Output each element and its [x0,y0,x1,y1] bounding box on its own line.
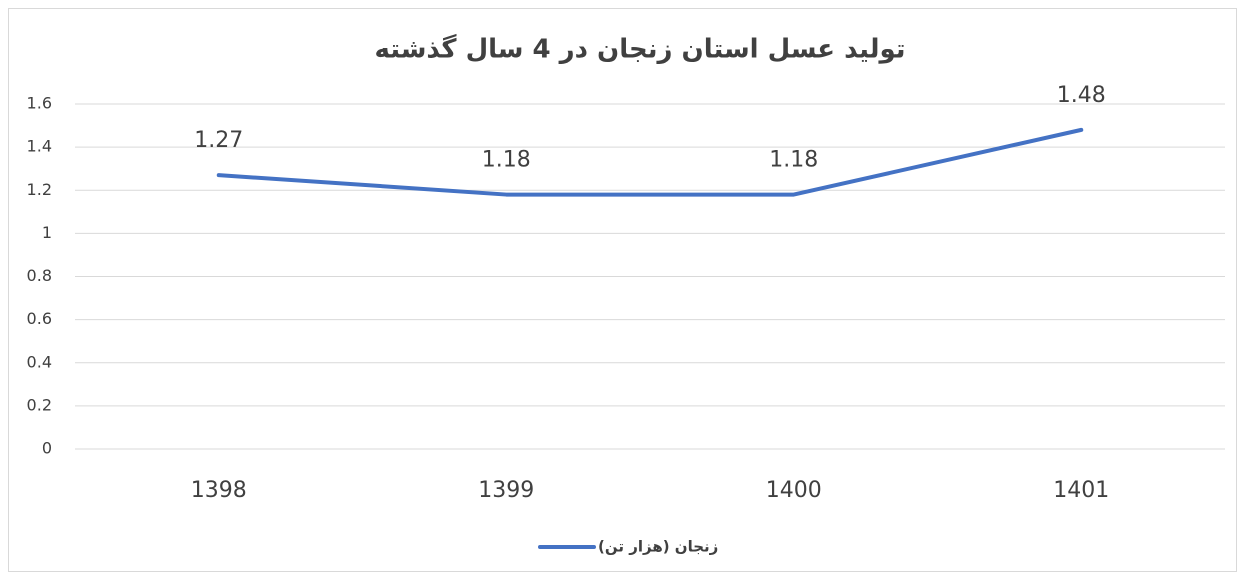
y-tick-label: 1.2 [27,180,52,199]
y-tick-label: 0.8 [27,266,52,285]
data-label: 1.18 [769,148,818,173]
chart-frame [8,8,1237,572]
y-tick-label: 0.2 [27,395,52,414]
x-tick-label: 1398 [191,478,247,503]
y-tick-label: 1.4 [27,137,52,156]
x-tick-label: 1399 [478,478,534,503]
data-label: 1.48 [1057,83,1106,108]
x-tick-label: 1401 [1053,478,1109,503]
chart-title: تولید عسل استان زنجان در 4 سال گذشته [374,34,905,65]
y-tick-label: 0.4 [27,352,52,371]
data-label: 1.18 [482,148,531,173]
y-tick-label: 0.6 [27,309,52,328]
y-tick-label: 1 [42,223,52,242]
series-line [216,127,1084,197]
legend-label: زنجان (هزار تن) [598,538,718,556]
y-tick-label: 1.6 [27,94,52,113]
x-tick-label: 1400 [766,478,822,503]
y-tick-label: 0 [42,439,52,458]
data-label: 1.27 [194,128,243,153]
